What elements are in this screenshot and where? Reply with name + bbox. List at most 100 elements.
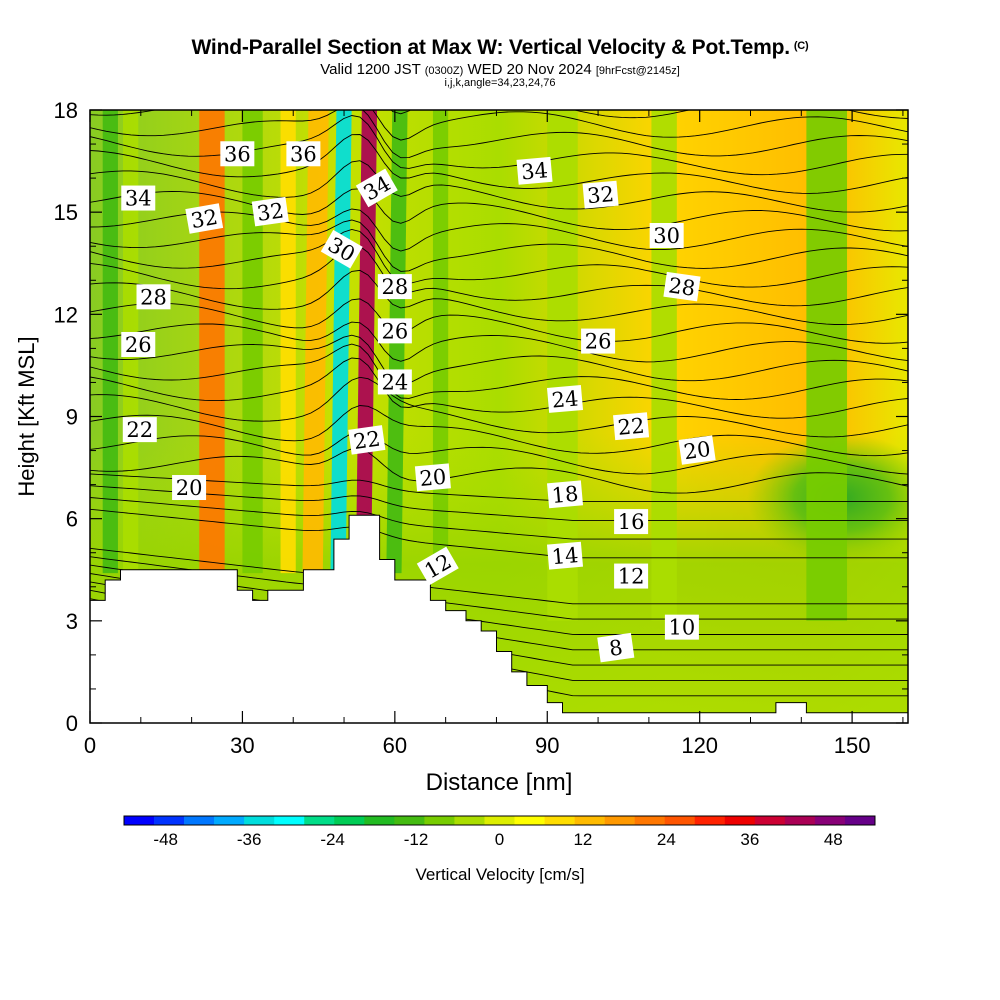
x-axis-label: Distance [nm]	[426, 769, 573, 796]
contour-label: 28	[663, 271, 701, 302]
colorbar-swatch	[154, 816, 185, 825]
isentrope	[90, 343, 908, 400]
isentrope	[90, 508, 908, 559]
contour-label: 26	[121, 331, 156, 357]
svg-text:14: 14	[551, 543, 580, 569]
contour-label: 12	[614, 563, 649, 589]
contour-label: 10	[664, 614, 699, 640]
y-tick-label: 3	[66, 609, 78, 634]
y-tick-label: 12	[54, 302, 78, 327]
contour-label: 32	[582, 180, 619, 209]
svg-text:32: 32	[255, 198, 285, 225]
colorbar-swatch	[214, 816, 245, 825]
terrain-mask	[90, 514, 908, 723]
contour-label: 30	[649, 223, 684, 249]
velocity-band	[280, 110, 296, 574]
svg-text:26: 26	[125, 333, 152, 357]
x-tick-label: 60	[383, 733, 407, 758]
svg-text:20: 20	[176, 476, 203, 500]
velocity-band	[651, 110, 677, 621]
contour-label: 20	[678, 435, 716, 465]
colorbar-swatch	[184, 816, 215, 825]
colorbar-tick-label: 36	[740, 830, 759, 849]
colorbar-swatch	[364, 816, 395, 825]
isentrope	[90, 110, 908, 141]
contour-label: 26	[581, 328, 616, 354]
isentrope	[90, 110, 908, 159]
y-tick-label: 15	[54, 200, 78, 225]
isentrope	[90, 473, 908, 503]
svg-text:34: 34	[125, 187, 152, 211]
colorbar-label: Vertical Velocity [cm/s]	[415, 865, 584, 884]
chart-subtitle: Valid 1200 JST (0300Z) WED 20 Nov 2024 […	[320, 61, 680, 78]
y-tick-label: 6	[66, 507, 78, 532]
colorbar-swatch	[664, 816, 696, 825]
velocity-band	[355, 110, 378, 574]
colorbar-tick-label: -48	[153, 830, 178, 849]
svg-text:28: 28	[140, 285, 167, 309]
colorbar-swatch	[334, 816, 365, 825]
velocity-band	[102, 110, 118, 574]
colorbar-tick-label: 12	[573, 830, 592, 849]
svg-text:30: 30	[653, 224, 680, 248]
colorbar-swatch	[544, 816, 575, 825]
isentrope	[90, 229, 908, 288]
velocity-band	[242, 110, 263, 574]
contour-label: 32	[185, 203, 224, 234]
terrain	[90, 514, 908, 723]
colorbar-swatch	[514, 816, 545, 825]
colorbar-swatch	[724, 816, 756, 825]
svg-text:26: 26	[381, 319, 408, 343]
contour-label: 28	[377, 274, 412, 300]
isentrope	[90, 431, 908, 475]
isentrope	[90, 245, 908, 307]
colorbar-swatch	[844, 816, 876, 825]
colorbar-swatch	[274, 816, 305, 825]
potential-temperature-contours	[90, 110, 908, 697]
colorbar-swatch	[304, 816, 335, 825]
svg-text:16: 16	[618, 510, 645, 534]
contour-label: 14	[546, 541, 584, 570]
svg-text:10: 10	[669, 616, 696, 640]
colorbar-swatch	[124, 816, 155, 825]
x-tick-label: 0	[84, 733, 96, 758]
y-axis-label: Height [Kft MSL]	[14, 336, 39, 496]
svg-text:12: 12	[618, 565, 645, 589]
colorbar-swatch	[694, 816, 726, 825]
svg-text:20: 20	[419, 465, 448, 491]
isentrope	[90, 208, 908, 252]
isentrope	[90, 298, 908, 344]
contour-label: 18	[546, 480, 584, 509]
isentrope	[90, 334, 908, 385]
colorbar-swatch	[814, 816, 846, 825]
velocity-band	[199, 110, 225, 574]
contour-label: 24	[377, 369, 412, 395]
isentrope	[90, 160, 908, 213]
contour-label: 22	[613, 412, 650, 441]
contour-label: 34	[121, 185, 156, 211]
isentrope	[90, 497, 908, 540]
svg-text:24: 24	[551, 386, 580, 412]
colorbar: -48 -36 -24 -12 0 12 24 36 48 Vertical Velocity […	[123, 815, 876, 884]
velocity-band	[806, 110, 848, 621]
colorbar-swatch	[574, 816, 605, 825]
colorbar-tick-label: -24	[320, 830, 345, 849]
svg-text:36: 36	[224, 142, 251, 166]
svg-text:22: 22	[617, 414, 646, 440]
contour-label: 8	[597, 632, 635, 663]
colorbar-tick-label: 0	[495, 830, 504, 849]
x-tick-label: 120	[681, 733, 718, 758]
colorbar-swatch	[604, 816, 635, 825]
colorbar-swatch	[454, 816, 485, 825]
contour-label: 20	[414, 463, 451, 492]
svg-text:32: 32	[586, 182, 615, 208]
isentrope	[90, 376, 908, 438]
contour-label: 22	[348, 425, 386, 455]
isentrope	[90, 547, 908, 605]
isentrope	[90, 357, 908, 419]
isentrope	[90, 219, 908, 272]
contour-label: 36	[286, 141, 321, 167]
chart-indices: i,j,k,angle=34,23,24,76	[444, 77, 556, 89]
